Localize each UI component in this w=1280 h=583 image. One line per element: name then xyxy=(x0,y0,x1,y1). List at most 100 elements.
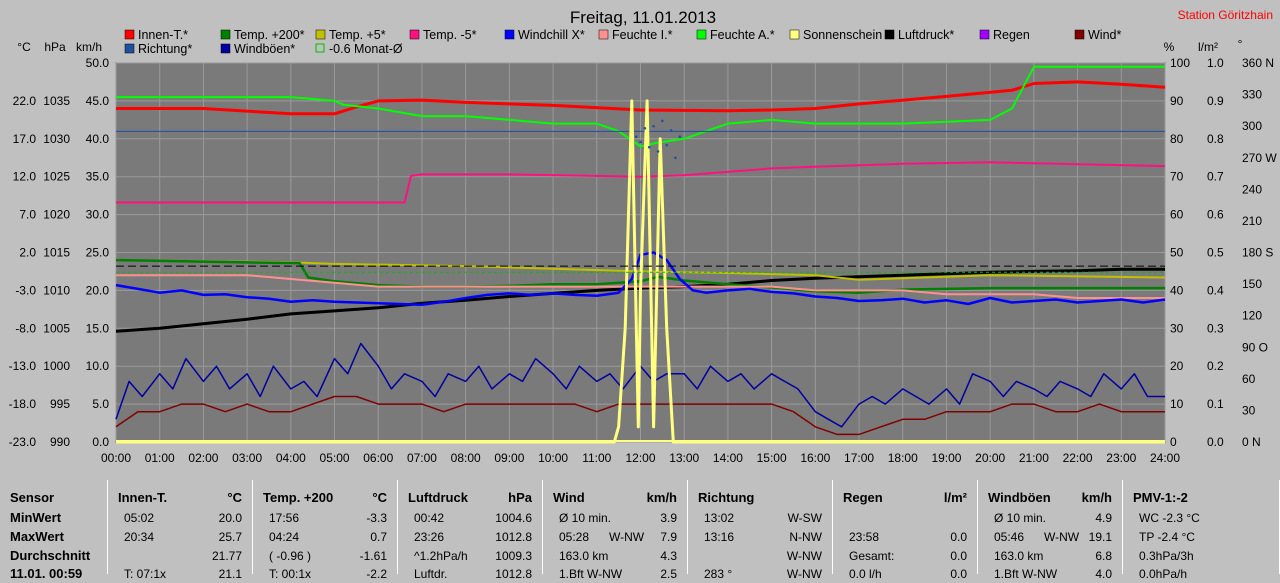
y-tick-label: 30 xyxy=(1170,321,1184,335)
y-tick-label: -18.0 xyxy=(9,397,37,411)
legend-swatch xyxy=(124,43,135,54)
series-group xyxy=(115,65,1166,444)
x-tick-label: 06:00 xyxy=(363,451,393,465)
column-header: Windböen km/h xyxy=(988,490,1112,506)
x-tick-label: 14:00 xyxy=(713,451,743,465)
stats-cell: 0.0 xyxy=(950,567,967,581)
stats-column: Regen l/m² 23:58 0.0 Gesamt: 0.0 0.0 l/h 0.0 xyxy=(833,480,978,581)
stats-cell: 0.0 l/h xyxy=(849,567,882,581)
stats-cell-row: 00:42 1004.6 xyxy=(408,511,532,527)
stats-cell: 20.0 xyxy=(218,511,242,525)
stats-cell: 00:42 xyxy=(414,511,445,525)
stats-cell-row: Gesamt: 0.0 xyxy=(843,549,967,565)
y-tick-label: 180 S xyxy=(1242,246,1273,260)
stats-cell-row: 283 ° W-NW xyxy=(698,567,822,583)
x-tick-label: 21:00 xyxy=(1019,451,1049,465)
y-tick-label: 1020 xyxy=(43,208,70,222)
x-tick-label: 15:00 xyxy=(757,451,787,465)
y-tick-label: 0.5 xyxy=(1207,246,1224,260)
stats-cell: 0.0hPa/h xyxy=(1139,567,1188,581)
y-tick-label: 1025 xyxy=(43,170,70,184)
x-tick-label: 07:00 xyxy=(407,451,437,465)
stats-cell-row: 0.0hPa/h xyxy=(1133,567,1269,583)
x-tick-label: 01:00 xyxy=(145,451,175,465)
y-tick-label: 1000 xyxy=(43,359,70,373)
y-tick-label: 20.0 xyxy=(86,283,110,297)
stats-cell: 0.3hPa/3h xyxy=(1139,549,1194,563)
y-tick-label: 0.9 xyxy=(1207,94,1224,108)
column-title: Wind xyxy=(553,490,585,505)
legend-swatch xyxy=(789,29,800,40)
column-title: Windböen xyxy=(988,490,1051,505)
legend-label: Temp. +200* xyxy=(234,28,305,42)
column-header: Regen l/m² xyxy=(843,490,967,506)
stats-cell-row: 163.0 km 4.3 xyxy=(553,549,677,565)
x-axis: 00:00 01:00 02:00 03:00 04:00 05:00 06:00 07:00… xyxy=(101,451,1180,465)
richtung-point xyxy=(634,135,638,138)
column-header: PMV-1:-2 xyxy=(1133,490,1269,506)
y-tick-label: 1035 xyxy=(43,94,70,108)
legend-label: Windchill X* xyxy=(518,28,585,42)
stats-cell: T: 00:1x xyxy=(269,567,312,581)
x-tick-label: 19:00 xyxy=(931,451,961,465)
y-tick-label: 0.6 xyxy=(1207,208,1224,222)
x-tick-label: 22:00 xyxy=(1063,451,1093,465)
y-tick-label: 990 xyxy=(50,435,70,449)
stats-cell: W-NW xyxy=(786,567,822,581)
stats-cell: 4.9 xyxy=(1095,511,1112,525)
stats-cell-row: TP -2.4 °C xyxy=(1133,530,1269,546)
y-tick-label: 1005 xyxy=(43,321,70,335)
stats-cell: Ø 10 min. xyxy=(559,511,612,525)
stats-cell: TP -2.4 °C xyxy=(1139,530,1195,544)
legend-swatch xyxy=(124,29,135,40)
stats-cell: 1009.3 xyxy=(495,549,532,563)
y-tick-label: 995 xyxy=(50,397,70,411)
y-tick-label: 80 xyxy=(1170,132,1184,146)
stats-cell: 1004.6 xyxy=(495,511,532,525)
stats-cell-row: 1.Bft W-NW 4.0 xyxy=(988,567,1112,583)
stats-cell-row: 0.3hPa/3h xyxy=(1133,549,1269,565)
stats-cell: 163.0 km xyxy=(994,549,1044,563)
stats-cell-row: 05:46 W-NW 19.1 xyxy=(988,530,1112,546)
axis-unit-label: °C xyxy=(17,40,31,54)
stats-cell-row: Ø 10 min. 3.9 xyxy=(553,511,677,527)
legend-label: Windböen* xyxy=(234,42,295,56)
legend-label: Temp. +5* xyxy=(329,28,386,42)
y-tick-label: 60 xyxy=(1170,208,1184,222)
y-tick-label: 120 xyxy=(1242,309,1262,323)
legend-swatch xyxy=(409,29,420,40)
x-tick-label: 00:00 xyxy=(101,451,131,465)
row-label: MinWert xyxy=(10,510,62,525)
legend-swatch xyxy=(598,29,609,40)
axis-unit-label: hPa xyxy=(44,40,66,54)
stats-cell: 23:26 xyxy=(414,530,445,544)
y-tick-label: 0.1 xyxy=(1207,397,1224,411)
y-tick-label: 70 xyxy=(1170,170,1184,184)
stats-cell-row: 163.0 km 6.8 xyxy=(988,549,1112,565)
legend-label: Sonnenschein xyxy=(803,28,882,42)
y-tick-label: 7.0 xyxy=(19,208,36,222)
stats-column: Innen-T. °C 05:02 20.0 20:34 25.7 21.77 T: 07:1… xyxy=(108,480,253,581)
series-wind xyxy=(115,395,1165,436)
stats-cell-row: 0.0 l/h 0.0 xyxy=(843,567,967,583)
stats-cell: 23:58 xyxy=(849,530,880,544)
stats-cell: 2.5 xyxy=(660,567,677,581)
stats-cell: 04:24 xyxy=(269,530,300,544)
column-header: Richtung xyxy=(698,490,822,506)
y-tick-label: 10.0 xyxy=(86,359,110,373)
stats-cell: 3.9 xyxy=(660,511,677,525)
y-tick-label: 17.0 xyxy=(13,132,37,146)
y-tick-label: 40.0 xyxy=(86,132,110,146)
stats-cell-row: T: 07:1x 21.1 xyxy=(118,567,242,583)
y-tick-label: 15.0 xyxy=(86,321,110,335)
chart-legend: Innen-T.* Temp. +200* Temp. +5* Temp. -5* Wi… xyxy=(124,28,1121,56)
y-tick-label: 0.2 xyxy=(1207,359,1224,373)
column-unit: km/h xyxy=(646,490,677,505)
column-header: Luftdruck hPa xyxy=(408,490,532,506)
stats-cell-row: 21.77 xyxy=(118,549,242,565)
x-tick-label: 12:00 xyxy=(625,451,655,465)
column-header: Temp. +200 °C xyxy=(263,490,387,506)
y-tick-label: 0.4 xyxy=(1207,283,1224,297)
legend-label: Temp. -5* xyxy=(423,28,477,42)
legend-swatch xyxy=(504,29,515,40)
